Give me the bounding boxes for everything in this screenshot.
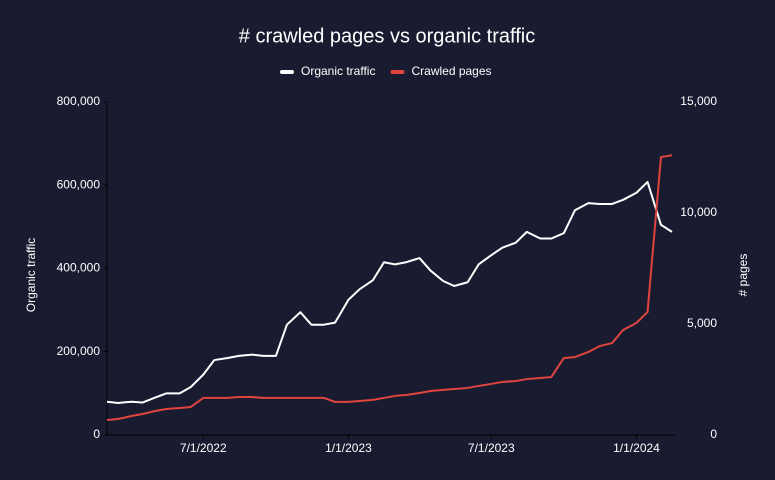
y-tick-label: 0 bbox=[93, 427, 100, 441]
x-tick-label: 7/1/2023 bbox=[468, 441, 515, 455]
y2-axis-title: # pages bbox=[736, 254, 750, 297]
y2-tick-label: 0 bbox=[710, 427, 717, 441]
series-line bbox=[106, 154, 673, 422]
y2-tick-label: 15,000 bbox=[680, 94, 717, 108]
chart-title: # crawled pages vs organic traffic bbox=[239, 25, 535, 47]
x-tick-label: 1/1/2024 bbox=[613, 441, 660, 455]
legend-label: Crawled pages bbox=[411, 64, 491, 78]
legend-label: Organic traffic bbox=[301, 64, 375, 78]
x-tick-label: 7/1/2022 bbox=[180, 441, 227, 455]
y-tick-label: 800,000 bbox=[57, 94, 101, 108]
y-tick-label: 600,000 bbox=[57, 177, 101, 191]
x-tick-label: 1/1/2023 bbox=[325, 441, 372, 455]
y-tick-label: 200,000 bbox=[57, 344, 101, 358]
series-line bbox=[106, 180, 673, 404]
y2-tick-label: 5,000 bbox=[687, 316, 717, 330]
y-axis-title: Organic traffic bbox=[24, 238, 38, 312]
y2-tick-label: 10,000 bbox=[680, 205, 717, 219]
y-tick-label: 400,000 bbox=[57, 261, 101, 275]
